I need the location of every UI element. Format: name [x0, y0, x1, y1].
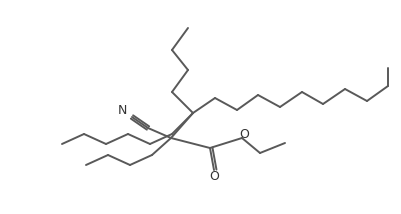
Text: O: O [239, 128, 249, 141]
Text: N: N [117, 104, 127, 116]
Text: O: O [209, 171, 219, 183]
